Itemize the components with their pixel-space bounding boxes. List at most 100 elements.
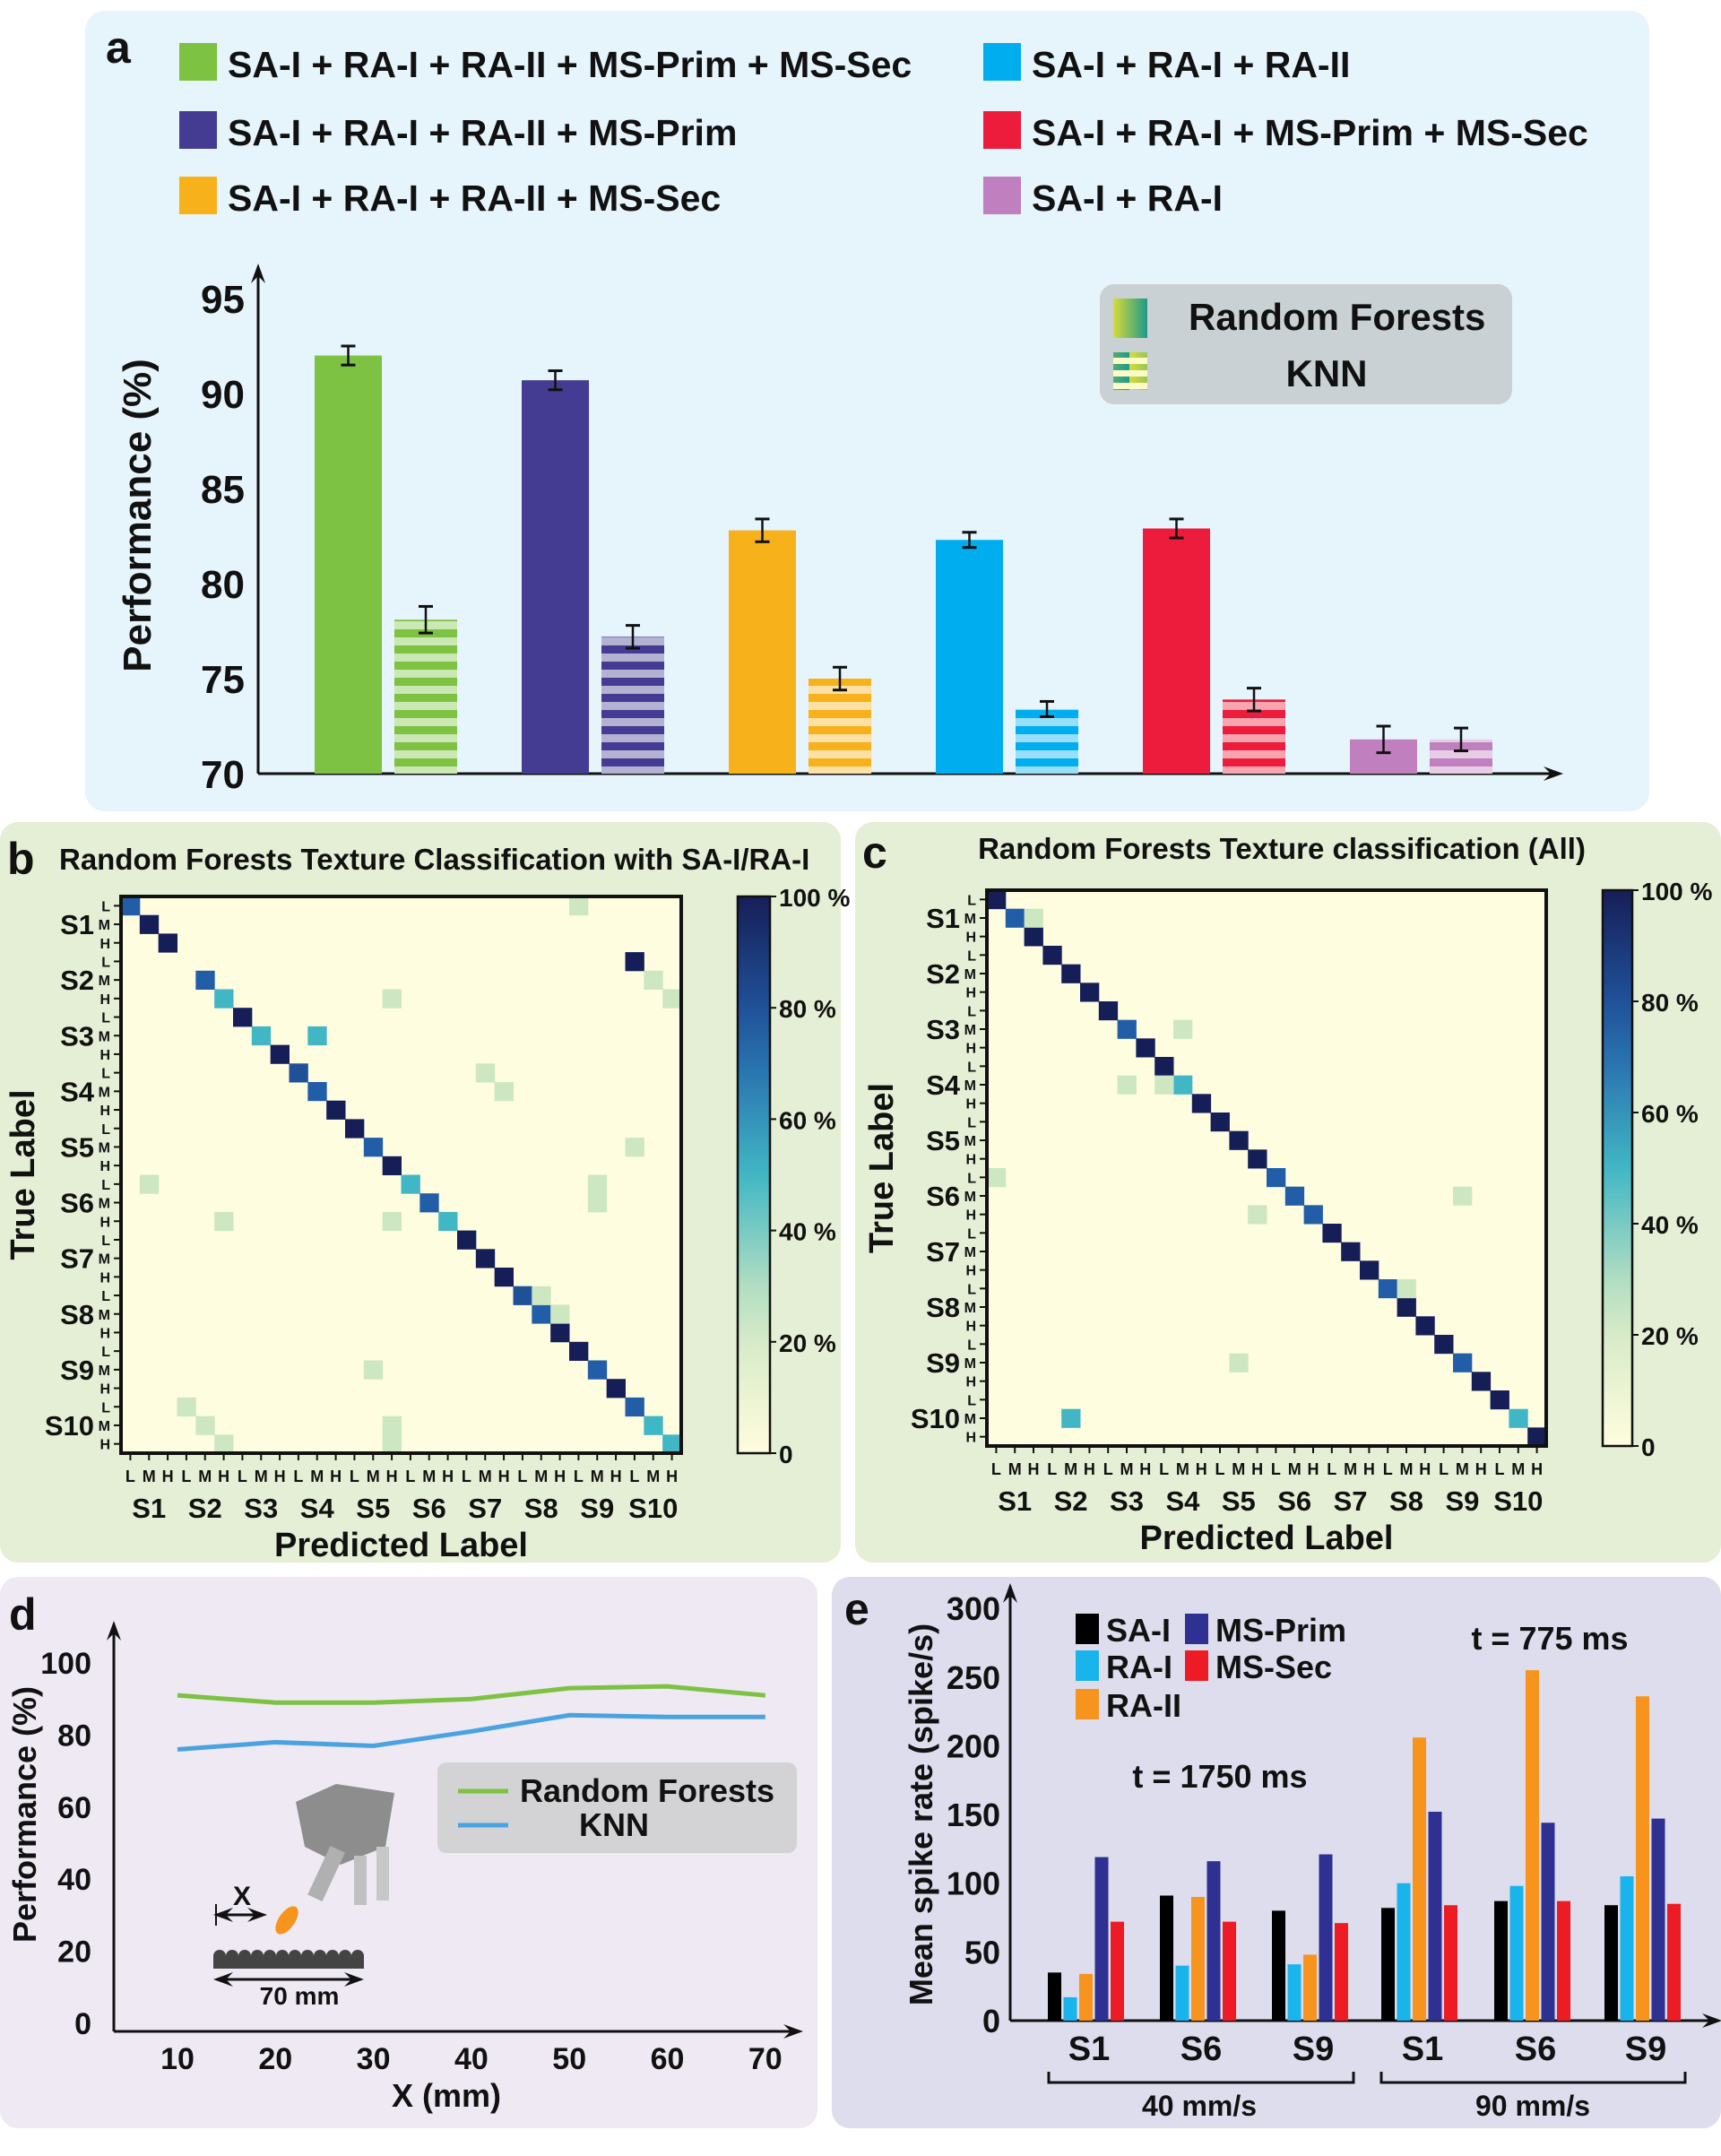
texture-bump <box>238 1950 251 1962</box>
matrix-cell <box>1322 1224 1342 1243</box>
y-tick-label: 20 <box>57 1935 91 1970</box>
col-level-label: M <box>646 1468 660 1485</box>
x-tick-label: 20 <box>258 2042 292 2076</box>
matrix-cell <box>550 1323 570 1343</box>
matrix-cell <box>1397 1297 1416 1317</box>
series-line-random-forests <box>177 1684 766 1705</box>
legend-swatch <box>1076 1689 1099 1719</box>
matrix-cell <box>1173 1075 1193 1095</box>
row-texture-label: S6 <box>60 1188 94 1219</box>
matrix-cell <box>1267 1168 1286 1188</box>
bar-ms-prim <box>1206 1861 1221 2021</box>
bar-ms-sec <box>1444 1905 1457 2021</box>
texture-bump <box>289 1950 301 1962</box>
col-level-label: L <box>1495 1460 1505 1478</box>
matrix-cell <box>1453 1186 1473 1206</box>
y-tick-label: 100 <box>947 1866 1000 1902</box>
matrix-cell <box>1061 1408 1081 1428</box>
y-tick-label: 70 <box>201 753 245 797</box>
annotation: t = 775 ms <box>1471 1620 1628 1657</box>
bar-ms-sec <box>1335 1923 1348 2021</box>
matrix-cell <box>1191 1094 1212 1113</box>
row-level-label: M <box>964 967 976 983</box>
matrix-cell <box>1397 1279 1416 1299</box>
x-tick-label: S9 <box>1625 2030 1666 2068</box>
col-texture-label: S10 <box>628 1493 678 1524</box>
row-level-label: H <box>99 937 110 952</box>
matrix-cell <box>475 1063 496 1083</box>
row-texture-label: S9 <box>926 1347 960 1379</box>
matrix-cell <box>644 970 663 990</box>
col-level-label: L <box>181 1468 191 1485</box>
col-level-label: H <box>554 1468 566 1485</box>
bar-ra-i <box>1175 1965 1189 2021</box>
colorbar-tick-label: 80 % <box>1641 989 1699 1017</box>
x-tick-label: 70 <box>748 2042 783 2076</box>
x-tick-label: 60 <box>651 2042 685 2076</box>
matrix-cell <box>494 1082 514 1102</box>
matrix-cell <box>1490 1390 1509 1410</box>
panel-label-c: c <box>862 827 887 878</box>
row-level-label: M <box>964 1412 976 1427</box>
matrix-cell <box>1509 1408 1528 1428</box>
y-tick-label: 250 <box>947 1659 1000 1696</box>
matrix-cell <box>1360 1260 1379 1280</box>
panel-label-b: b <box>7 834 35 884</box>
col-level-label: L <box>1327 1460 1336 1478</box>
y-tick-label: 40 <box>57 1863 91 1897</box>
row-level-label: M <box>964 912 976 927</box>
matrix-cell <box>1024 927 1043 947</box>
matrix-cell <box>158 933 177 953</box>
col-level-label: H <box>1531 1460 1543 1478</box>
row-texture-label: S3 <box>60 1020 94 1052</box>
legend-label: KNN <box>579 1806 649 1843</box>
x-tick-label: 40 <box>454 2042 489 2076</box>
col-level-label: L <box>629 1468 639 1485</box>
col-level-label: M <box>422 1468 436 1485</box>
matrix-title: Random Forests Texture classification (A… <box>978 832 1586 865</box>
row-level-label: H <box>99 1270 110 1286</box>
row-level-label: H <box>99 1159 110 1174</box>
y-axis-arrowhead <box>251 264 265 283</box>
bar-ra-ii <box>1413 1737 1426 2021</box>
matrix-cell <box>457 1230 477 1250</box>
col-level-label: L <box>125 1468 135 1485</box>
row-texture-label: S5 <box>926 1125 960 1156</box>
matrix-cell <box>307 1026 327 1046</box>
matrix-cell <box>233 1008 253 1027</box>
bar-ms-prim <box>1319 1854 1333 2021</box>
matrix-cell <box>1453 1353 1473 1372</box>
panel-a-chart: SA-I + RA-I + RA-II + MS-Prim + MS-Sec SA… <box>116 43 1588 797</box>
col-level-label: M <box>143 1468 156 1485</box>
legend-swatch <box>983 111 1021 149</box>
x-axis-label: Predicted Label <box>1140 1520 1394 1557</box>
col-texture-label: S8 <box>1389 1485 1423 1517</box>
matrix-cell <box>532 1286 551 1305</box>
matrix-cell <box>475 1249 496 1268</box>
x-axis-arrowhead <box>783 2024 803 2039</box>
y-tick-label: 100 <box>40 1647 91 1681</box>
bar-ra-ii <box>1636 1696 1649 2021</box>
colorbar-tick-label: 20 % <box>779 1329 836 1357</box>
matrix-cell <box>1284 1186 1305 1206</box>
matrix-cell <box>569 896 589 916</box>
row-level-label: H <box>965 986 976 1001</box>
matrix-cell <box>139 1174 160 1194</box>
matrix-cell <box>438 1211 458 1232</box>
x-tick-label: S1 <box>1402 2030 1443 2068</box>
matrix-cell <box>1061 964 1081 983</box>
finger-icon <box>376 1847 389 1901</box>
row-level-label: H <box>965 1320 976 1335</box>
row-level-label: M <box>964 1301 976 1316</box>
panel-label-d: d <box>9 1589 37 1640</box>
y-tick-label: 80 <box>201 563 245 607</box>
colorbar <box>736 895 772 1455</box>
x-tick-label: 50 <box>552 2042 586 2076</box>
legend-label: Random Forests <box>1189 296 1485 338</box>
bar-ra-i <box>1287 1964 1302 2021</box>
col-level-label: M <box>1008 1460 1022 1478</box>
col-level-label: M <box>1120 1460 1134 1478</box>
matrix-cell <box>662 1434 682 1454</box>
bar-ra-ii <box>1191 1897 1205 2021</box>
matrix-cell <box>625 952 644 972</box>
